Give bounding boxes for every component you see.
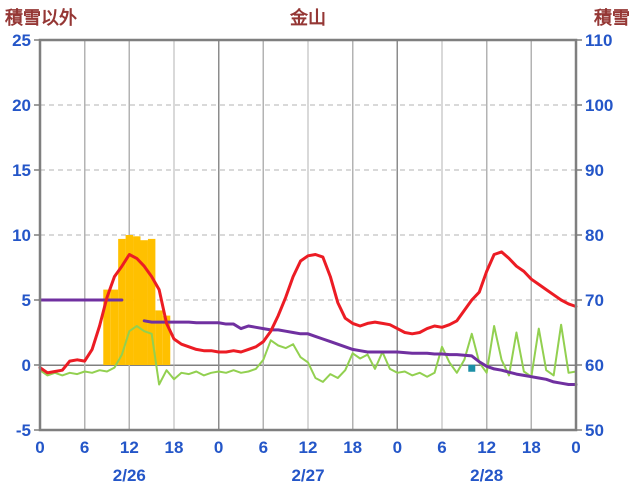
tick-label: 10 bbox=[12, 226, 31, 245]
teal-marker bbox=[468, 364, 476, 372]
tick-label: 0 bbox=[393, 438, 402, 457]
tick-label: 6 bbox=[259, 438, 268, 457]
snowfall-bar bbox=[125, 235, 134, 365]
temperature bbox=[38, 250, 578, 375]
snow-depth bbox=[38, 298, 578, 386]
snowfall-bars bbox=[103, 235, 171, 365]
tick-label: 100 bbox=[585, 96, 613, 115]
snowfall-bar bbox=[118, 238, 126, 365]
tick-label: -5 bbox=[16, 421, 31, 440]
tick-label: 0 bbox=[214, 438, 223, 457]
tick-label: 80 bbox=[585, 226, 604, 245]
tick-label: 60 bbox=[585, 356, 604, 375]
tick-label: 12 bbox=[120, 438, 139, 457]
gridlines bbox=[40, 40, 576, 430]
tick-label: 70 bbox=[585, 291, 604, 310]
snowfall-bar bbox=[155, 310, 163, 365]
tick-label: 2/27 bbox=[291, 466, 324, 485]
teal-marker bbox=[468, 364, 476, 372]
tick-label: 90 bbox=[585, 161, 604, 180]
tick-label: 20 bbox=[12, 96, 31, 115]
tick-label: 2/26 bbox=[113, 466, 146, 485]
left-axis-title: 積雪以外 bbox=[5, 8, 77, 28]
tick-label: 0 bbox=[571, 438, 580, 457]
tick-label: 0 bbox=[35, 438, 44, 457]
tick-label: 15 bbox=[12, 161, 31, 180]
snowfall-bar bbox=[103, 289, 111, 365]
tick-label: 18 bbox=[165, 438, 184, 457]
chart-title: 金山 bbox=[290, 8, 326, 28]
snowfall-bar bbox=[110, 289, 119, 365]
tick-label: 5 bbox=[22, 291, 31, 310]
tick-label: 6 bbox=[437, 438, 446, 457]
tick-label: 2/28 bbox=[470, 466, 503, 485]
tick-label: 18 bbox=[343, 438, 362, 457]
green-series bbox=[39, 323, 577, 386]
snowfall-bar bbox=[147, 238, 156, 365]
tick-label: 12 bbox=[299, 438, 318, 457]
snowfall-bar bbox=[133, 236, 141, 365]
tick-label: 110 bbox=[585, 31, 612, 50]
snowfall-bar bbox=[140, 240, 148, 365]
tick-label: 18 bbox=[522, 438, 541, 457]
tick-label: 25 bbox=[12, 31, 31, 50]
right-axis-title: 積雪 bbox=[594, 8, 630, 28]
tick-label: 12 bbox=[477, 438, 496, 457]
plot-frame bbox=[38, 38, 578, 432]
tick-label: 6 bbox=[80, 438, 89, 457]
snowfall-bar bbox=[162, 315, 171, 365]
tick-label: 50 bbox=[585, 421, 604, 440]
tick-label: 0 bbox=[22, 356, 31, 375]
